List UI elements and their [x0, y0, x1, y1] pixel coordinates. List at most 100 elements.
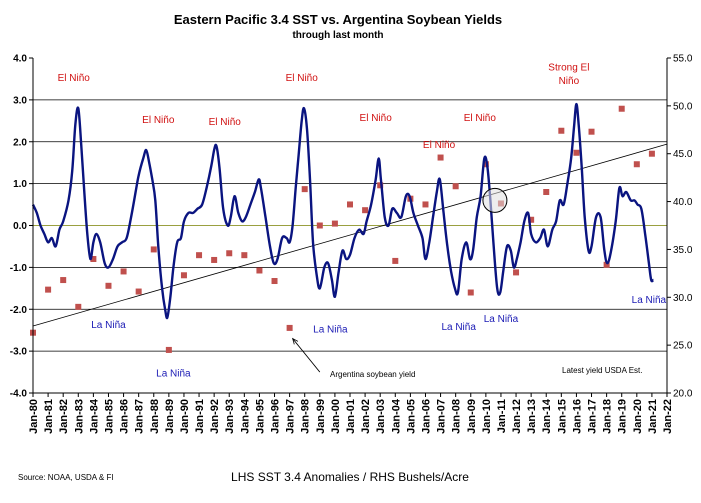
x-tick-label: Jan-22 — [662, 399, 674, 434]
yield-point — [60, 277, 67, 284]
x-tick-label: Jan-21 — [647, 399, 659, 434]
left-tick-label: -2.0 — [10, 305, 28, 316]
yield-point — [301, 186, 308, 193]
x-tick-label: Jan-11 — [496, 399, 508, 433]
left-tick-label: 2.0 — [13, 137, 27, 148]
right-tick-label: 45.0 — [673, 149, 693, 160]
highlight-circle — [482, 187, 508, 213]
x-tick-label: Jan-20 — [632, 399, 644, 434]
la-nina-label: La Niña — [632, 295, 667, 306]
right-tick-label: 55.0 — [673, 54, 693, 65]
x-tick-label: Jan-18 — [602, 399, 614, 434]
callout-label: Argentina soybean yield — [330, 370, 415, 379]
left-tick-label: 1.0 — [13, 179, 27, 190]
right-tick-label: 35.0 — [673, 245, 693, 256]
la-nina-label: La Niña — [313, 324, 348, 335]
x-tick-label: Jan-87 — [134, 399, 146, 434]
x-tick-label: Jan-02 — [360, 399, 372, 434]
x-tick-label: Jan-15 — [556, 399, 568, 434]
chart-title: Eastern Pacific 3.4 SST vs. Argentina So… — [174, 12, 502, 27]
yield-point — [135, 288, 142, 295]
x-tick-label: Jan-17 — [587, 399, 599, 434]
el-nino-label: El Niño — [464, 113, 497, 124]
trend-layer — [32, 143, 668, 327]
yield-note: Latest yield USDA Est. — [562, 366, 642, 375]
source-note: Source: NOAA, USDA & FI — [18, 473, 114, 482]
yield-point — [633, 161, 640, 168]
x-tick-label: Jan-04 — [390, 398, 402, 434]
x-tick-label: Jan-14 — [541, 398, 553, 434]
yield-point — [513, 269, 520, 276]
left-axis-ticks: -4.0 -3.0 -2.0 -1.0 0.0 1.0 2.0 3.0 4.0 — [10, 54, 33, 400]
x-tick-label: Jan-98 — [300, 399, 312, 434]
x-tick-label: Jan-90 — [179, 399, 191, 434]
el-nino-label: El Niño — [209, 117, 242, 128]
yield-point — [377, 182, 384, 189]
left-tick-label: 3.0 — [13, 95, 27, 106]
x-tick-label: Jan-81 — [43, 399, 55, 434]
yield-point — [588, 128, 595, 135]
grid-lines — [33, 99, 667, 352]
x-tick-label: Jan-93 — [224, 399, 236, 434]
left-tick-label: 0.0 — [13, 221, 27, 232]
yield-point — [211, 256, 218, 263]
yield-point — [558, 127, 565, 134]
x-tick-label: Jan-99 — [315, 399, 327, 434]
yield-point — [362, 207, 369, 214]
sst-anomaly-line — [31, 102, 655, 320]
yield-points-layer — [30, 105, 655, 353]
yield-point — [180, 272, 187, 279]
left-tick-label: -4.0 — [10, 389, 28, 400]
yield-point — [165, 346, 172, 353]
yield-point — [422, 201, 429, 208]
right-tick-label: 25.0 — [673, 341, 693, 352]
yield-point — [618, 105, 625, 112]
x-tick-label: Jan-85 — [103, 399, 115, 434]
la-nina-label: La Niña — [91, 320, 126, 331]
el-nino-label: El Niño — [142, 115, 175, 126]
x-axis-ticks: Jan-80 Jan-81 Jan-82 Jan-83 Jan-84 Jan-85 Jan-… — [28, 393, 674, 434]
el-nino-label: Niño — [559, 76, 580, 87]
yield-point — [452, 183, 459, 190]
x-tick-label: Jan-88 — [149, 399, 161, 434]
el-nino-label: El Niño — [423, 140, 456, 151]
x-tick-label: Jan-95 — [254, 399, 266, 434]
x-tick-label: Jan-80 — [28, 399, 40, 434]
x-tick-label: Jan-89 — [164, 399, 176, 434]
x-tick-label: Jan-94 — [239, 398, 251, 434]
right-axis-ticks: 20.0 25.0 30.0 35.0 40.0 45.0 50.0 55.0 — [667, 54, 693, 400]
x-axis-label: LHS SST 3.4 Anomalies / RHS Bushels/Acre — [231, 470, 469, 484]
yield-point — [648, 150, 655, 157]
el-nino-label: El Niño — [286, 73, 319, 84]
yield-trend-line — [32, 143, 668, 327]
left-tick-label: -3.0 — [10, 347, 28, 358]
x-tick-label: Jan-12 — [511, 399, 523, 434]
x-tick-label: Jan-97 — [285, 399, 297, 434]
yield-point — [256, 267, 263, 274]
yield-point — [331, 220, 338, 227]
x-tick-label: Jan-03 — [375, 399, 387, 434]
el-nino-label: Strong El — [548, 63, 589, 74]
x-tick-label: Jan-86 — [119, 399, 131, 434]
yield-point — [45, 286, 52, 293]
yield-point — [150, 246, 157, 253]
x-tick-label: Jan-00 — [330, 399, 342, 434]
la-nina-label: La Niña — [156, 368, 191, 379]
x-tick-label: Jan-19 — [617, 399, 629, 434]
x-tick-label: Jan-06 — [420, 399, 432, 434]
el-nino-label: El Niño — [58, 73, 91, 84]
la-nina-label: La Niña — [484, 314, 519, 325]
yield-point — [347, 201, 353, 208]
x-tick-label: Jan-16 — [571, 399, 583, 434]
annotations-layer: El Niño El Niño El Niño El Niño El Niño El Ni… — [58, 63, 667, 380]
x-tick-label: Jan-05 — [405, 399, 417, 434]
x-tick-label: Jan-83 — [73, 399, 85, 434]
yield-point — [467, 289, 474, 296]
yield-point — [543, 189, 550, 195]
yield-point — [105, 282, 112, 289]
x-tick-label: Jan-84 — [88, 398, 100, 434]
callout-arrow-head — [291, 337, 299, 345]
x-tick-label: Jan-13 — [526, 399, 538, 434]
